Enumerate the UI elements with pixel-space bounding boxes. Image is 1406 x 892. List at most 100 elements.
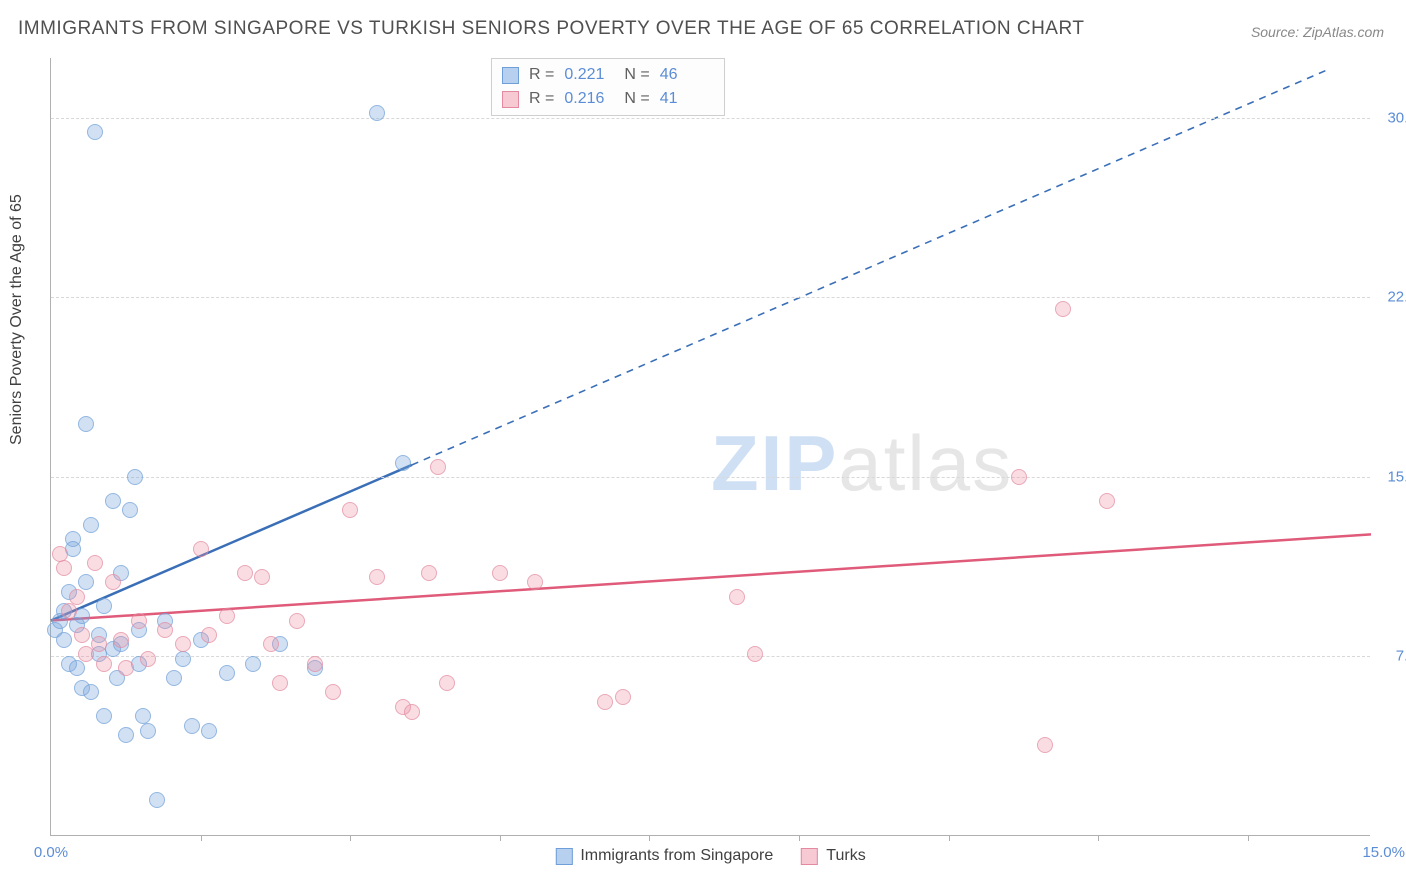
- scatter-point-series-0: [127, 469, 143, 485]
- scatter-point-series-1: [615, 689, 631, 705]
- y-tick-label: 7.5%: [1380, 648, 1406, 665]
- scatter-point-series-1: [131, 613, 147, 629]
- plot-area: ZIPatlas R = 0.221 N = 46 R = 0.216 N = …: [50, 58, 1370, 836]
- x-legend-label-0: Immigrants from Singapore: [580, 847, 773, 865]
- stat-R-value-1: 0.216: [564, 87, 614, 111]
- gridline-h: [51, 297, 1370, 298]
- scatter-point-series-1: [1099, 493, 1115, 509]
- scatter-point-series-1: [254, 569, 270, 585]
- scatter-point-series-0: [369, 105, 385, 121]
- scatter-point-series-0: [78, 574, 94, 590]
- x-tick-mark: [1248, 835, 1249, 841]
- scatter-point-series-1: [325, 684, 341, 700]
- stats-legend-box: R = 0.221 N = 46 R = 0.216 N = 41: [491, 58, 725, 116]
- scatter-point-series-1: [140, 651, 156, 667]
- scatter-point-series-1: [747, 646, 763, 662]
- scatter-point-series-0: [175, 651, 191, 667]
- stat-N-label: N =: [624, 63, 649, 87]
- x-legend-label-1: Turks: [826, 847, 865, 865]
- x-axis-legend: Immigrants from Singapore Turks: [555, 847, 865, 865]
- scatter-point-series-1: [729, 589, 745, 605]
- swatch-series-0: [502, 67, 519, 84]
- scatter-point-series-1: [492, 565, 508, 581]
- scatter-point-series-0: [69, 660, 85, 676]
- scatter-point-series-1: [342, 502, 358, 518]
- stat-N-label: N =: [624, 87, 649, 111]
- source-prefix: Source:: [1251, 24, 1303, 40]
- scatter-point-series-1: [421, 565, 437, 581]
- x-tick-mark: [201, 835, 202, 841]
- y-tick-label: 30.0%: [1380, 109, 1406, 126]
- scatter-point-series-0: [166, 670, 182, 686]
- swatch-series-0-icon: [555, 848, 572, 865]
- scatter-point-series-0: [118, 727, 134, 743]
- stats-row-series-1: R = 0.216 N = 41: [502, 87, 710, 111]
- stat-R-label: R =: [529, 87, 554, 111]
- scatter-point-series-1: [527, 574, 543, 590]
- swatch-series-1: [502, 91, 519, 108]
- scatter-point-series-1: [87, 555, 103, 571]
- x-tick-label-min: 0.0%: [34, 844, 68, 861]
- scatter-point-series-0: [87, 124, 103, 140]
- x-tick-label-max: 15.0%: [1355, 844, 1405, 861]
- scatter-point-series-1: [96, 656, 112, 672]
- x-tick-mark: [500, 835, 501, 841]
- scatter-point-series-1: [56, 560, 72, 576]
- scatter-point-series-1: [219, 608, 235, 624]
- scatter-point-series-1: [597, 694, 613, 710]
- scatter-point-series-1: [1011, 469, 1027, 485]
- scatter-point-series-1: [69, 589, 85, 605]
- scatter-point-series-0: [219, 665, 235, 681]
- x-tick-mark: [1098, 835, 1099, 841]
- scatter-point-series-1: [61, 603, 77, 619]
- regression-lines-layer: [51, 58, 1370, 835]
- source-attribution: Source: ZipAtlas.com: [1251, 24, 1384, 40]
- regression-line-series-0: [51, 465, 412, 621]
- regression-extrapolation-series-0: [412, 70, 1327, 465]
- y-tick-label: 22.5%: [1380, 289, 1406, 306]
- scatter-point-series-0: [96, 708, 112, 724]
- scatter-point-series-0: [78, 416, 94, 432]
- scatter-point-series-0: [96, 598, 112, 614]
- stat-R-value-0: 0.221: [564, 63, 614, 87]
- stat-R-label: R =: [529, 63, 554, 87]
- scatter-point-series-1: [237, 565, 253, 581]
- stat-N-value-0: 46: [660, 63, 710, 87]
- scatter-point-series-1: [118, 660, 134, 676]
- scatter-point-series-1: [272, 675, 288, 691]
- swatch-series-1-icon: [801, 848, 818, 865]
- scatter-point-series-0: [184, 718, 200, 734]
- gridline-h: [51, 477, 1370, 478]
- scatter-point-series-1: [369, 569, 385, 585]
- y-tick-label: 15.0%: [1380, 468, 1406, 485]
- x-tick-mark: [350, 835, 351, 841]
- scatter-point-series-0: [105, 493, 121, 509]
- scatter-point-series-0: [83, 517, 99, 533]
- scatter-point-series-0: [201, 723, 217, 739]
- scatter-point-series-0: [395, 455, 411, 471]
- watermark-brand-b: atlas: [838, 419, 1013, 507]
- scatter-point-series-1: [193, 541, 209, 557]
- scatter-point-series-1: [201, 627, 217, 643]
- scatter-point-series-1: [263, 636, 279, 652]
- x-legend-item-1: Turks: [801, 847, 865, 865]
- watermark-brand-a: ZIP: [711, 419, 838, 507]
- source-name: ZipAtlas.com: [1303, 24, 1384, 40]
- scatter-point-series-0: [83, 684, 99, 700]
- stat-N-value-1: 41: [660, 87, 710, 111]
- scatter-point-series-1: [91, 636, 107, 652]
- scatter-point-series-0: [56, 632, 72, 648]
- scatter-point-series-1: [439, 675, 455, 691]
- scatter-point-series-1: [307, 656, 323, 672]
- stats-row-series-0: R = 0.221 N = 46: [502, 63, 710, 87]
- y-axis-label: Seniors Poverty Over the Age of 65: [8, 194, 26, 445]
- x-tick-mark: [949, 835, 950, 841]
- scatter-point-series-1: [289, 613, 305, 629]
- scatter-point-series-0: [245, 656, 261, 672]
- scatter-point-series-1: [113, 632, 129, 648]
- scatter-point-series-1: [1055, 301, 1071, 317]
- scatter-point-series-1: [175, 636, 191, 652]
- scatter-point-series-1: [105, 574, 121, 590]
- x-tick-mark: [649, 835, 650, 841]
- scatter-point-series-0: [140, 723, 156, 739]
